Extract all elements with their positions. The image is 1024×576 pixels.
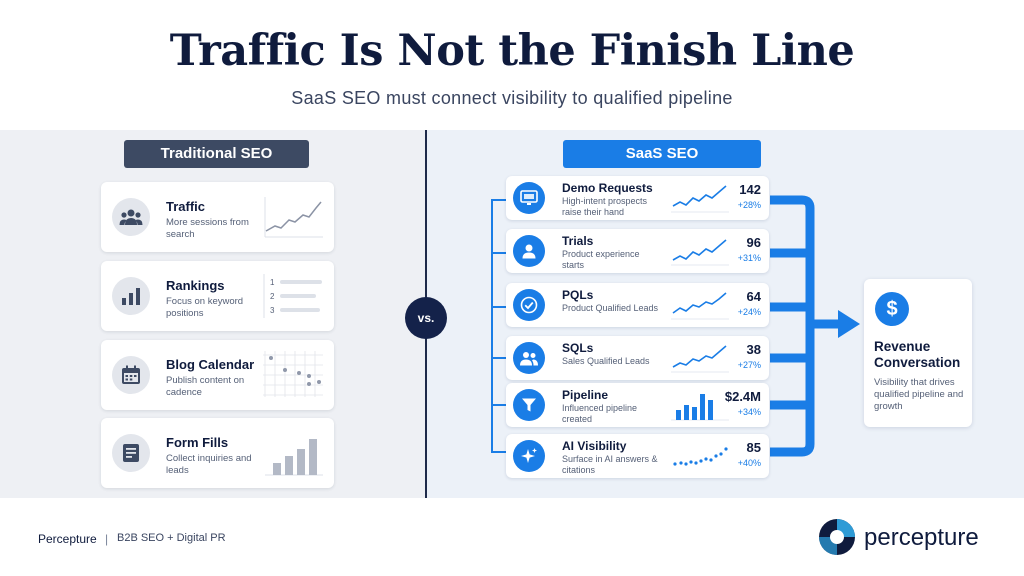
people-icon [513,342,545,374]
traditional-card-blog-calendar: Blog Calendar Publish content on cadence [101,340,334,410]
user-icon [513,235,545,267]
saas-card-pqls: PQLs Product Qualified Leads 64 +24% [506,283,769,327]
metric-change: +31% [737,253,761,263]
sqls-sparkline [671,345,729,373]
percepture-logo-text: percepture [864,524,979,551]
card-title: Rankings [166,278,225,293]
rank-label: 1 [270,278,275,287]
rank-label: 2 [270,292,275,301]
header: Traffic Is Not the Finish Line SaaS SEO … [0,0,1024,130]
users-icon [112,198,150,236]
card-description: Product Qualified Leads [562,303,659,313]
footer-brand: Percepture [38,532,97,546]
card-title: SQLs [562,341,594,355]
metric-change: +27% [737,360,761,370]
outcome-description: Visibility that drives qualified pipelin… [874,377,964,412]
saas-card-trials: Trials Product experience starts 96 +31% [506,229,769,273]
card-description: Product experience starts [562,249,640,270]
calendar-grid-graphic [263,351,323,397]
saas-card-pipeline: Pipeline Influenced pipeline created $2.… [506,383,769,427]
ai-visibility-dots [673,447,728,466]
card-description: Focus on keyword positions [166,296,244,319]
outcome-title: Revenue Conversation [874,339,961,370]
metric-value: 96 [746,235,761,250]
dollar-icon: $ [875,292,909,326]
traffic-sparkline [264,197,323,238]
saas-card-sqls: SQLs Sales Qualified Leads 38 +27% [506,336,769,380]
percepture-logo-icon [819,519,855,555]
traditional-card-traffic: Traffic More sessions from search [101,182,334,252]
trials-sparkline [671,239,729,266]
metric-value: $2.4M [724,389,761,404]
form-icon [112,434,150,472]
card-description: Influenced pipeline created [562,403,638,424]
funnel-icon [513,389,545,421]
metric-value: 85 [746,440,761,455]
sparkle-icon [513,440,545,472]
card-title: Traffic [166,199,206,214]
card-description: Surface in AI answers & citations [562,454,658,475]
vs-badge: vs. [405,297,447,339]
traditional-card-rankings: Rankings Focus on keyword positions 1 2 … [101,261,334,331]
page-subtitle: SaaS SEO must connect visibility to qual… [291,88,733,108]
traditional-seo-label: Traditional SEO [124,140,309,168]
card-title: Blog Calendar [166,357,255,372]
revenue-conversation-card: $ Revenue Conversation Visibility that d… [864,279,972,427]
traditional-card-form-fills: Form Fills Collect inquiries and leads [101,418,334,488]
footer-tagline: B2B SEO + Digital PR [117,532,226,544]
card-description: Collect inquiries and leads [166,453,252,476]
check-badge-icon [513,289,545,321]
saas-seo-label: SaaS SEO [563,140,761,168]
metric-change: +34% [737,407,761,417]
flow-connectors [491,195,860,457]
footer-separator: | [105,532,109,546]
card-title: Trials [562,234,594,248]
calendar-icon [112,356,150,394]
metric-change: +28% [737,200,761,210]
page-title: Traffic Is Not the Finish Line [169,26,855,76]
metric-value: 142 [739,182,761,197]
metric-value: 64 [746,289,761,304]
pipeline-bars [671,394,729,421]
pqls-sparkline [671,292,729,320]
metric-value: 38 [746,342,761,357]
form-fills-bars [265,439,323,476]
card-title: PQLs [562,288,594,302]
card-description: More sessions from search [166,217,249,240]
card-description: Publish content on cadence [166,375,245,398]
card-title: AI Visibility [562,439,627,453]
rankings-list: 1 2 3 [263,274,322,318]
saas-card-demo-requests: Demo Requests High-intent prospects rais… [506,176,769,220]
card-description: Sales Qualified Leads [562,356,650,366]
demo-requests-sparkline [671,185,729,213]
metric-change: +24% [737,307,761,317]
bar-chart-icon [112,277,150,315]
saas-card-ai-visibility: AI Visibility Surface in AI answers & ci… [506,434,769,478]
card-title: Demo Requests [562,181,653,195]
rank-label: 3 [270,306,275,315]
card-title: Form Fills [166,435,229,450]
metric-change: +40% [737,458,761,468]
monitor-icon [513,182,545,214]
card-title: Pipeline [562,388,609,402]
card-description: High-intent prospects raise their hand [562,196,648,217]
